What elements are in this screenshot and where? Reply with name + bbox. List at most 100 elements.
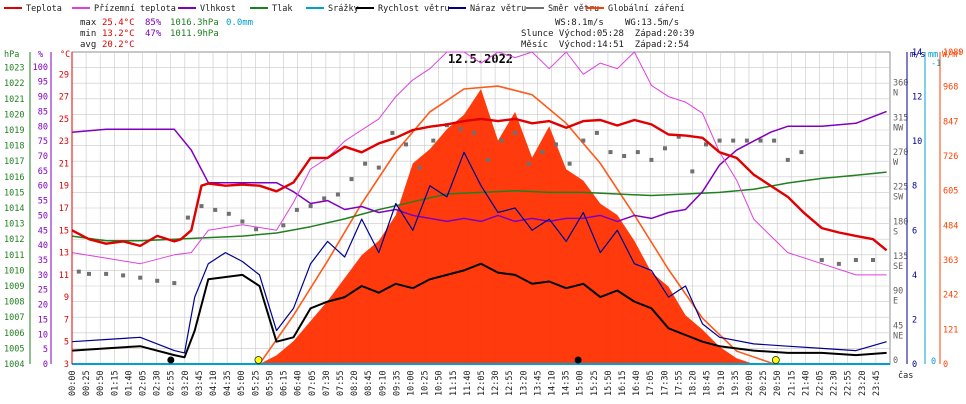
- tick-rain: 0: [931, 357, 936, 367]
- tick-pressure: 1015: [4, 188, 24, 198]
- tick-wind-dir: 270: [893, 148, 908, 158]
- tick-pressure: 1013: [4, 220, 24, 230]
- tick-radiation: 242: [943, 291, 958, 301]
- wind-dir-point: [581, 138, 586, 143]
- x-tick-label: 06:15: [280, 370, 290, 396]
- tick-temperature: 11: [59, 271, 69, 281]
- moon-times: Měsíc Východ:14:51 Západ:2:54: [521, 40, 689, 50]
- tick-pressure: 1010: [4, 266, 24, 276]
- x-tick-label: 12:55: [505, 370, 515, 396]
- sun-moon-markers: [167, 356, 780, 364]
- tick-temperature: 3: [64, 360, 69, 370]
- wind-dir-point: [363, 161, 368, 166]
- tick-pressure: 1006: [4, 329, 24, 339]
- x-tick-label: 05:00: [237, 370, 247, 396]
- tick-temperature: 17: [59, 204, 69, 214]
- wind-speed-line: [71, 262, 887, 359]
- wind-dir-point: [458, 127, 463, 131]
- tick-pressure: 1004: [4, 360, 24, 370]
- wind-dir-point: [213, 207, 218, 212]
- stat-avg-temp: 20.2°C: [102, 40, 135, 50]
- tick-wind-dir-label: W: [893, 158, 899, 168]
- stat-max-temp: 25.4°C: [102, 18, 135, 28]
- wind-dir-point: [76, 269, 81, 274]
- tick-radiation: 1089: [943, 48, 963, 58]
- wind-dir-point: [172, 281, 177, 286]
- wind-dir-point: [594, 130, 599, 135]
- wind-dir-point: [404, 142, 408, 147]
- pressure-line: [71, 171, 887, 242]
- tick-humidity: 25: [38, 286, 48, 296]
- x-tick-label: 21:40: [801, 370, 811, 396]
- tick-pressure: 1018: [4, 142, 24, 152]
- x-tick-label: 14:35: [562, 370, 572, 396]
- wind-dir-point: [554, 142, 558, 147]
- tick-pressure: 1021: [4, 95, 24, 105]
- temperature-line: [71, 117, 888, 252]
- x-tick-label: 09:10: [378, 370, 388, 396]
- wind-dir-point: [485, 157, 490, 162]
- x-tick-label: 01:40: [124, 370, 134, 396]
- wind-dir-point: [349, 177, 354, 182]
- tick-wind-dir: 90: [893, 287, 903, 297]
- wind-dir-point: [676, 134, 681, 139]
- wind-dir-point: [226, 211, 231, 216]
- x-tick-label: 20:00: [745, 370, 755, 396]
- tick-radiation: 605: [943, 187, 958, 197]
- x-tick-label: 07:55: [336, 370, 346, 396]
- x-tick-label: 09:35: [392, 370, 402, 396]
- tick-wind-dir: 225: [893, 183, 908, 193]
- x-tick-label: 12:30: [491, 370, 501, 396]
- axis-units: hPa % °C m/s mm W/m² čas: [4, 50, 962, 381]
- tick-pressure: 1017: [4, 157, 24, 167]
- x-tick-label: 02:55: [167, 370, 177, 396]
- wind-dir-point: [240, 219, 245, 224]
- wind-dir-point: [663, 146, 667, 151]
- wind-wg: WG:13.5m/s: [625, 18, 679, 28]
- tick-pressure: 1019: [4, 126, 24, 136]
- tick-pressure: 1020: [4, 110, 24, 120]
- wind-dir-point: [540, 150, 545, 155]
- tick-wind-speed: 8: [912, 182, 917, 192]
- humidity-line: [71, 110, 887, 223]
- tick-humidity: 15: [38, 315, 48, 325]
- tick-pressure: 1008: [4, 298, 24, 308]
- x-tick-label: 20:25: [759, 370, 769, 396]
- wind-dir-point: [185, 215, 190, 220]
- unit-ms: m/s: [910, 50, 925, 60]
- x-tick-label: 02:05: [139, 370, 149, 396]
- x-tick-label: 00:50: [96, 370, 106, 396]
- wind-dir-point: [390, 130, 395, 135]
- tick-humidity: 90: [38, 93, 48, 103]
- wind-dir-point: [121, 273, 126, 278]
- x-tick-label: 07:05: [308, 370, 318, 396]
- tick-radiation: 0: [943, 360, 948, 370]
- x-tick-label: 00:25: [82, 370, 92, 396]
- tick-temperature: 19: [59, 182, 69, 192]
- tick-pressure: 1005: [4, 344, 24, 354]
- legend: Teplota Přízemní teplota Vlhkost Tlak Srážky…: [4, 4, 685, 14]
- stat-max-hum: 85%: [145, 18, 162, 28]
- wind-dir-point: [322, 196, 327, 201]
- x-tick-label: 10:25: [421, 370, 431, 396]
- radiation-series: [258, 85, 775, 365]
- tick-radiation: 363: [943, 256, 958, 266]
- radiation-area: [259, 89, 754, 364]
- unit-mm: mm: [928, 50, 938, 60]
- tick-temperature: 13: [59, 249, 69, 259]
- wind-dir-point: [199, 204, 204, 209]
- tick-wind-speed: 2: [912, 315, 917, 325]
- unit-hpa: hPa: [4, 50, 19, 60]
- x-tick-label: 08:45: [364, 370, 374, 396]
- x-tick-label: 07:30: [322, 370, 332, 396]
- wind-dir-point: [294, 207, 299, 212]
- tick-wind-speed: 10: [912, 137, 922, 147]
- x-tick-label: 17:30: [660, 370, 670, 396]
- tick-pressure: 1023: [4, 64, 24, 74]
- moonrise-marker: [574, 356, 582, 364]
- wind-dir-point: [567, 161, 572, 166]
- wind-dir-point: [871, 258, 875, 262]
- wind-dir-point: [608, 150, 613, 155]
- sun-times: Slunce Východ:05:28 Západ:20:39: [521, 29, 694, 39]
